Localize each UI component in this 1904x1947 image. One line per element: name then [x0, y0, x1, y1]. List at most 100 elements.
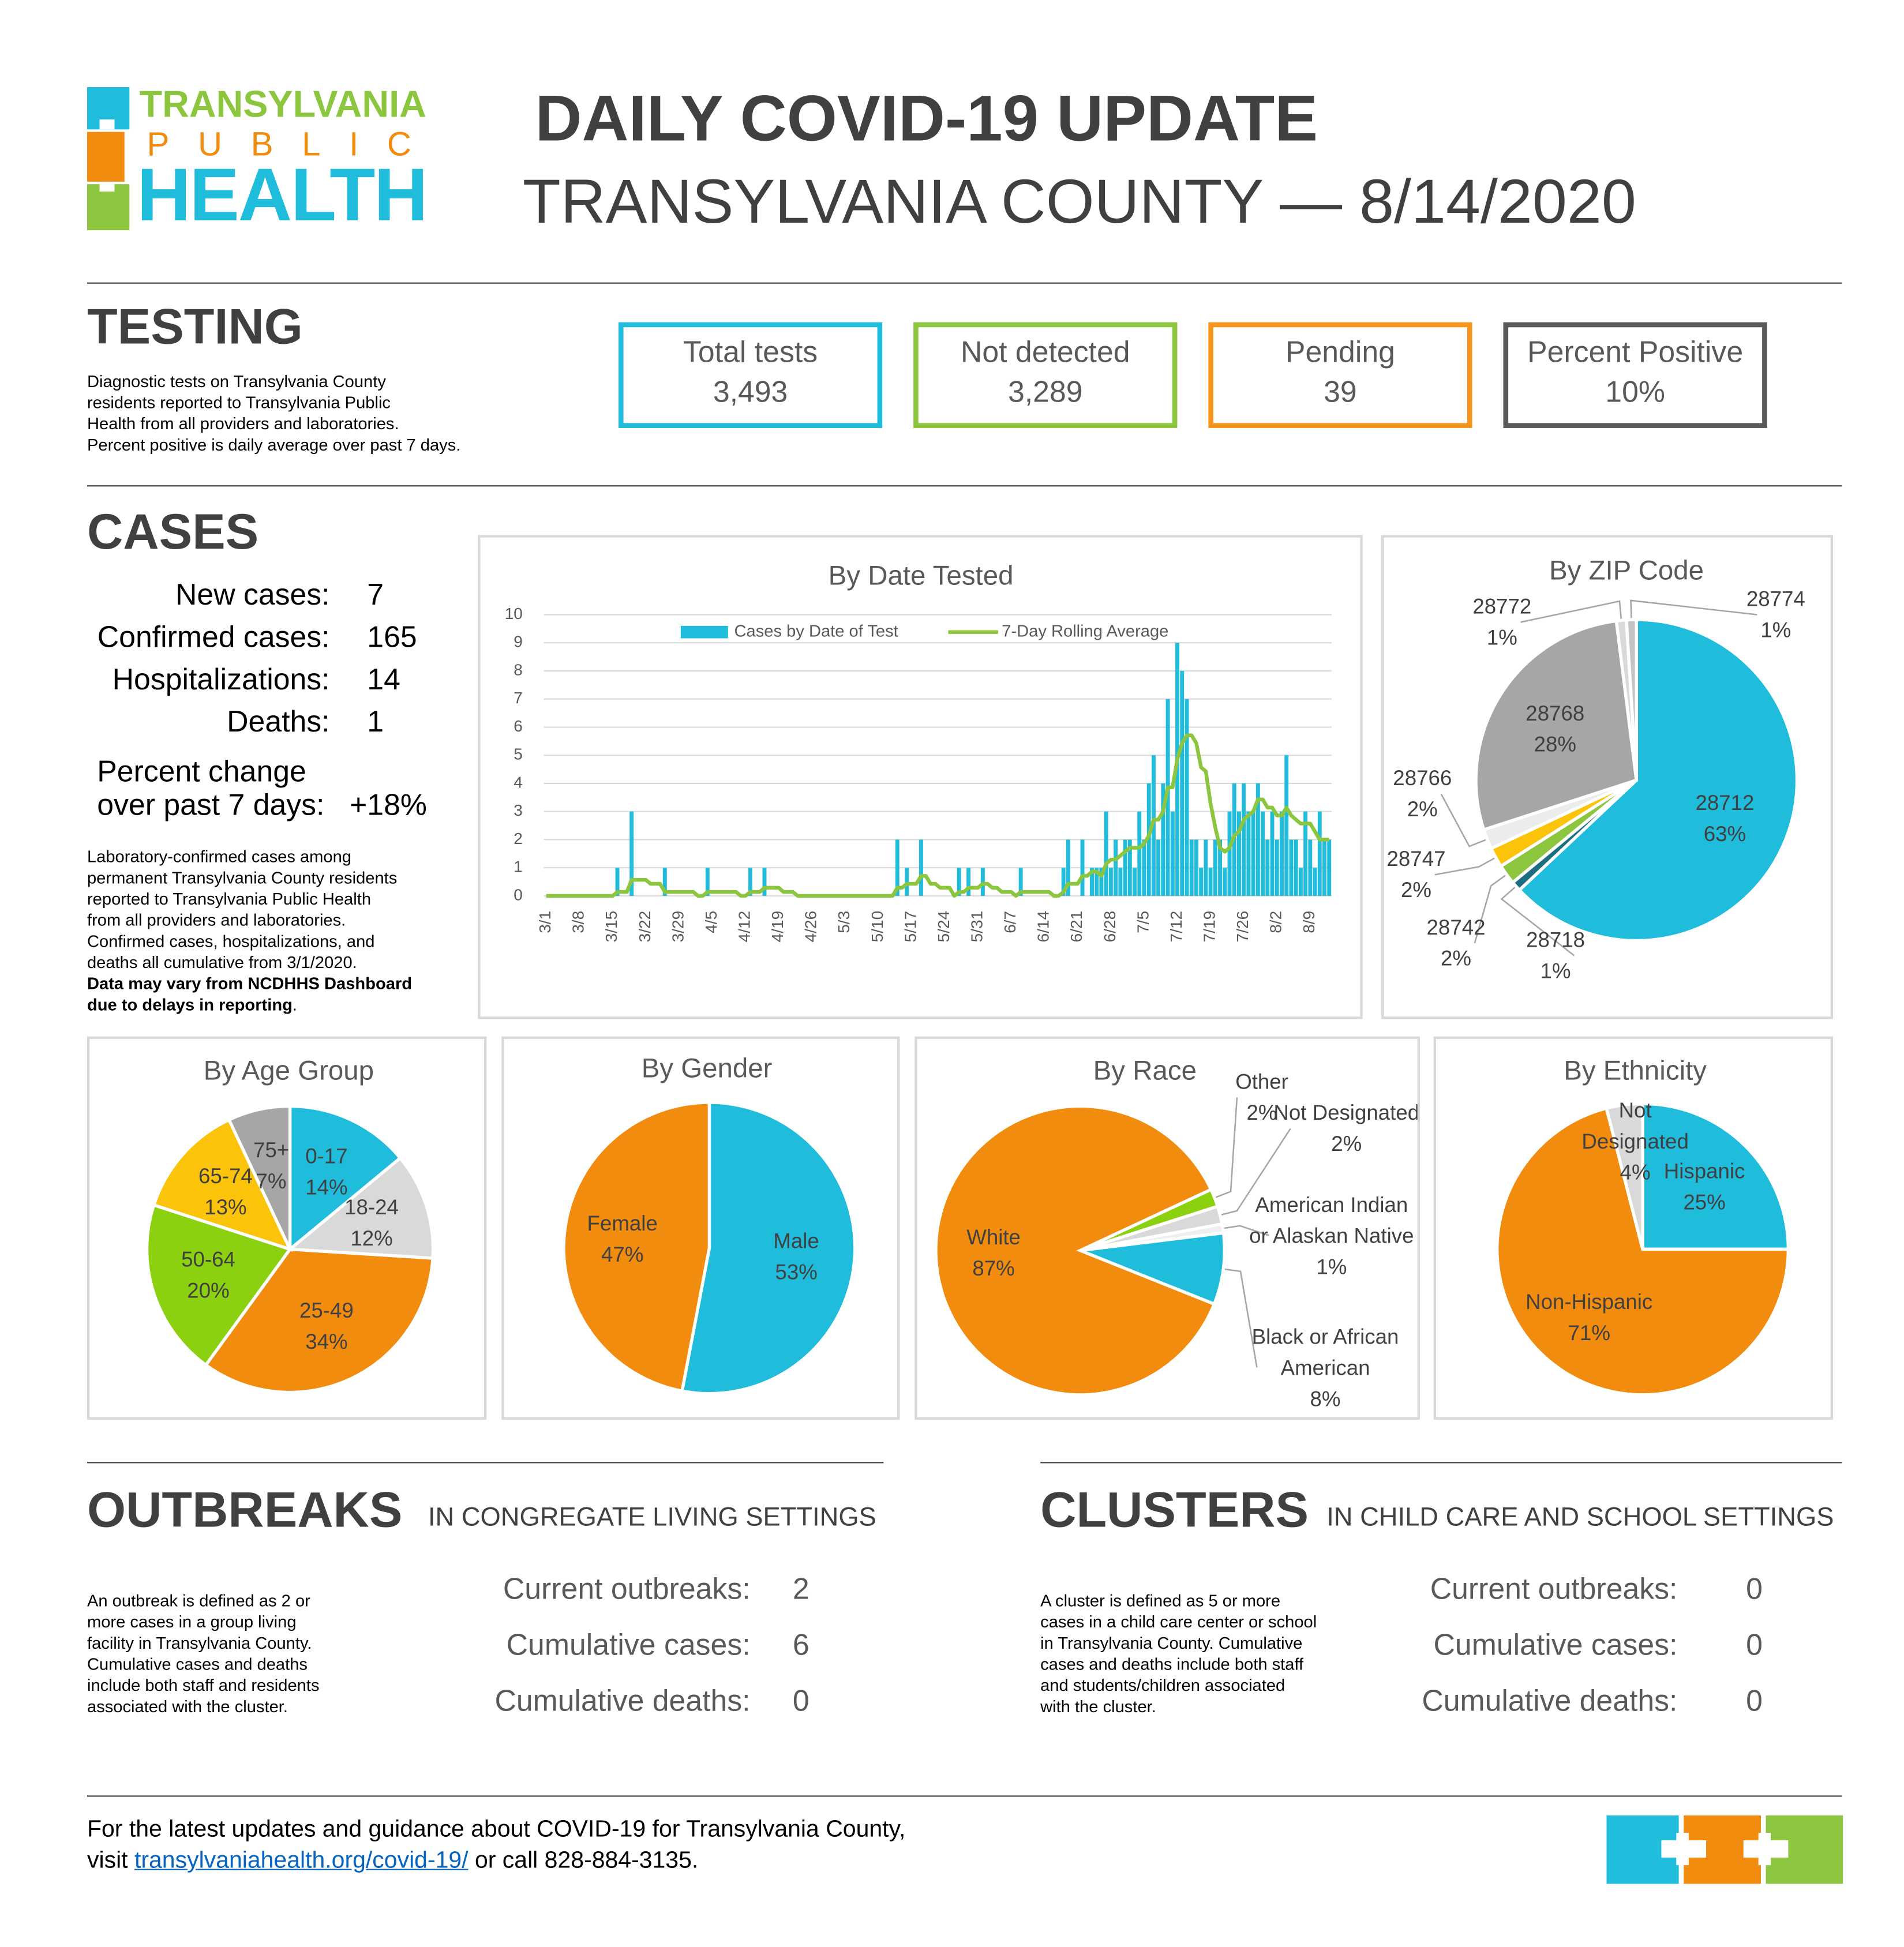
x-tick-label: 3/22 — [636, 911, 654, 943]
bar — [1204, 839, 1208, 896]
pie-label: 28747 2% — [1373, 800, 1460, 950]
description-line: Laboratory-confirmed cases among — [87, 847, 352, 866]
pie-label: Other 2% — [1235, 1070, 1288, 1125]
bar — [1018, 868, 1023, 896]
pie-label-value: 2% — [1400, 878, 1431, 902]
stat-box: Pending 39 — [1208, 322, 1472, 428]
pie-label-name: White — [966, 1225, 1021, 1250]
bar — [1133, 868, 1137, 896]
pie-label-name: Not Designated — [1273, 1101, 1419, 1125]
stat-label: Cumulative cases: — [506, 1629, 751, 1663]
pie-slice — [1496, 1106, 1790, 1397]
pie-label: 28712 63% — [1650, 744, 1800, 893]
bar — [905, 868, 909, 896]
pie-slice — [562, 1101, 711, 1393]
bar — [957, 868, 961, 896]
chart-title: By Date Tested — [829, 560, 1014, 591]
footer-text: For the latest updates and guidance abou… — [87, 1817, 906, 1843]
pie-label: Not Designated 4% — [1581, 1098, 1689, 1184]
bar — [1327, 839, 1332, 896]
logo-line1: TRANSYLVANIA — [139, 84, 426, 126]
pie-label: Non-Hispanic 71% — [1515, 1244, 1664, 1393]
pie-label: 50-64 20% — [181, 1248, 235, 1303]
x-tick-label: 6/21 — [1067, 911, 1085, 943]
pie-label-value: 1% — [1486, 625, 1517, 650]
bar — [1213, 839, 1217, 896]
pie-label-name: 28774 — [1746, 587, 1805, 612]
pie-label: 28718 1% — [1512, 881, 1599, 1030]
pie-label: Non-Hispanic 71% — [1515, 1244, 1664, 1393]
bar — [629, 811, 634, 896]
pie-label-name: 50-64 — [181, 1248, 235, 1272]
bar — [1275, 839, 1279, 896]
pie-label: 65-74 13% — [151, 1118, 300, 1267]
stat-value: 3,289 — [1007, 376, 1083, 410]
chart-title: By Ethnicity — [1564, 1056, 1707, 1086]
pie-label-value: 2% — [1407, 797, 1438, 821]
footer-link[interactable]: transylvaniahealth.org/covid-19/ — [134, 1847, 468, 1874]
stat-value: 0 — [1746, 1573, 1763, 1607]
pie-label-name: Hispanic — [1663, 1160, 1745, 1184]
pie-label-value: 20% — [187, 1279, 230, 1303]
bar — [1242, 783, 1246, 896]
stat-label: Not detected — [960, 336, 1130, 370]
stat-label: Cumulative cases: — [1433, 1629, 1678, 1663]
stat-box: Not detected 3,289 — [913, 322, 1178, 428]
pie-label: Male 53% — [722, 1181, 871, 1331]
pie-label: 28742 2% — [1412, 868, 1500, 1018]
bar — [1114, 839, 1118, 896]
y-tick-label: 3 — [514, 801, 523, 819]
pie-label: 28742 2% — [1412, 868, 1500, 1018]
pie-label: American Indian or Alaskan Native 1% — [1245, 1161, 1419, 1310]
pie-slice — [934, 1104, 1216, 1397]
section-heading: OUTBREAKS — [87, 1483, 403, 1538]
pie-label: 65-74 13% — [151, 1118, 300, 1267]
bar — [1308, 839, 1313, 896]
pie-label: 28718 1% — [1512, 881, 1599, 1030]
x-tick-label: 6/14 — [1035, 911, 1052, 943]
chart: By Date Tested 0 1 2 3 4 5 6 7 8 9 10 3/1 3/8 3/15 3/22… — [505, 560, 1332, 943]
pie-label: Hispanic 25% — [1630, 1113, 1779, 1262]
pie-label-value: 8% — [1310, 1386, 1341, 1410]
stat-label: Cumulative deaths: — [1422, 1685, 1678, 1719]
bar — [980, 868, 985, 896]
pie-label-name: American Indian or Alaskan Native — [1249, 1192, 1414, 1248]
bar — [1099, 868, 1104, 896]
bar — [1061, 868, 1066, 896]
pie-label-name: Male — [773, 1229, 819, 1253]
pie-label-value: 1% — [1760, 618, 1791, 642]
bar — [1223, 868, 1227, 896]
description-line: An outbreak is defined as 2 or — [87, 1591, 310, 1610]
description-line: Data may vary from NCDHHS Dashboard — [87, 973, 412, 995]
pie-label-value: 2% — [1246, 1101, 1277, 1125]
divider — [87, 282, 1842, 284]
bar — [1294, 839, 1298, 896]
stat-label: Current outbreaks: — [503, 1573, 751, 1607]
x-tick-label: 5/24 — [935, 911, 953, 943]
pie-label: Hispanic 25% — [1630, 1113, 1779, 1262]
description-line: permanent Transylvania County residents — [87, 868, 398, 887]
pie-slice — [203, 1247, 434, 1394]
pie-label-name: Female — [587, 1212, 658, 1236]
stat-label: Percent Positive — [1527, 336, 1744, 370]
bar — [1317, 811, 1322, 896]
pie-label: 28712 63% — [1650, 744, 1800, 893]
pie-label: 28747 2% — [1373, 800, 1460, 950]
x-tick-label: 7/26 — [1234, 911, 1251, 943]
pie-label-value: 63% — [1703, 822, 1746, 846]
pie-label-name: 28768 — [1526, 701, 1585, 725]
stat-value: 0 — [1746, 1685, 1763, 1719]
x-tick-label: 3/29 — [669, 911, 687, 943]
description: Laboratory-confirmed cases among permanen… — [87, 846, 412, 1015]
description-line: cases in a child care center or school — [1040, 1612, 1317, 1631]
stat-value: 1 — [367, 705, 384, 740]
chart-panel: By Race Other 2% Not Designated 2% American I… — [914, 1036, 1420, 1420]
description: Diagnostic tests on Transylvania County r… — [87, 371, 460, 456]
description-note: . — [292, 995, 298, 1014]
leader-line — [1520, 600, 1622, 623]
bar — [1123, 839, 1127, 896]
pie-label: 28766 2% — [1379, 719, 1466, 869]
bar — [1303, 811, 1308, 896]
stat-value: 6 — [792, 1629, 809, 1663]
